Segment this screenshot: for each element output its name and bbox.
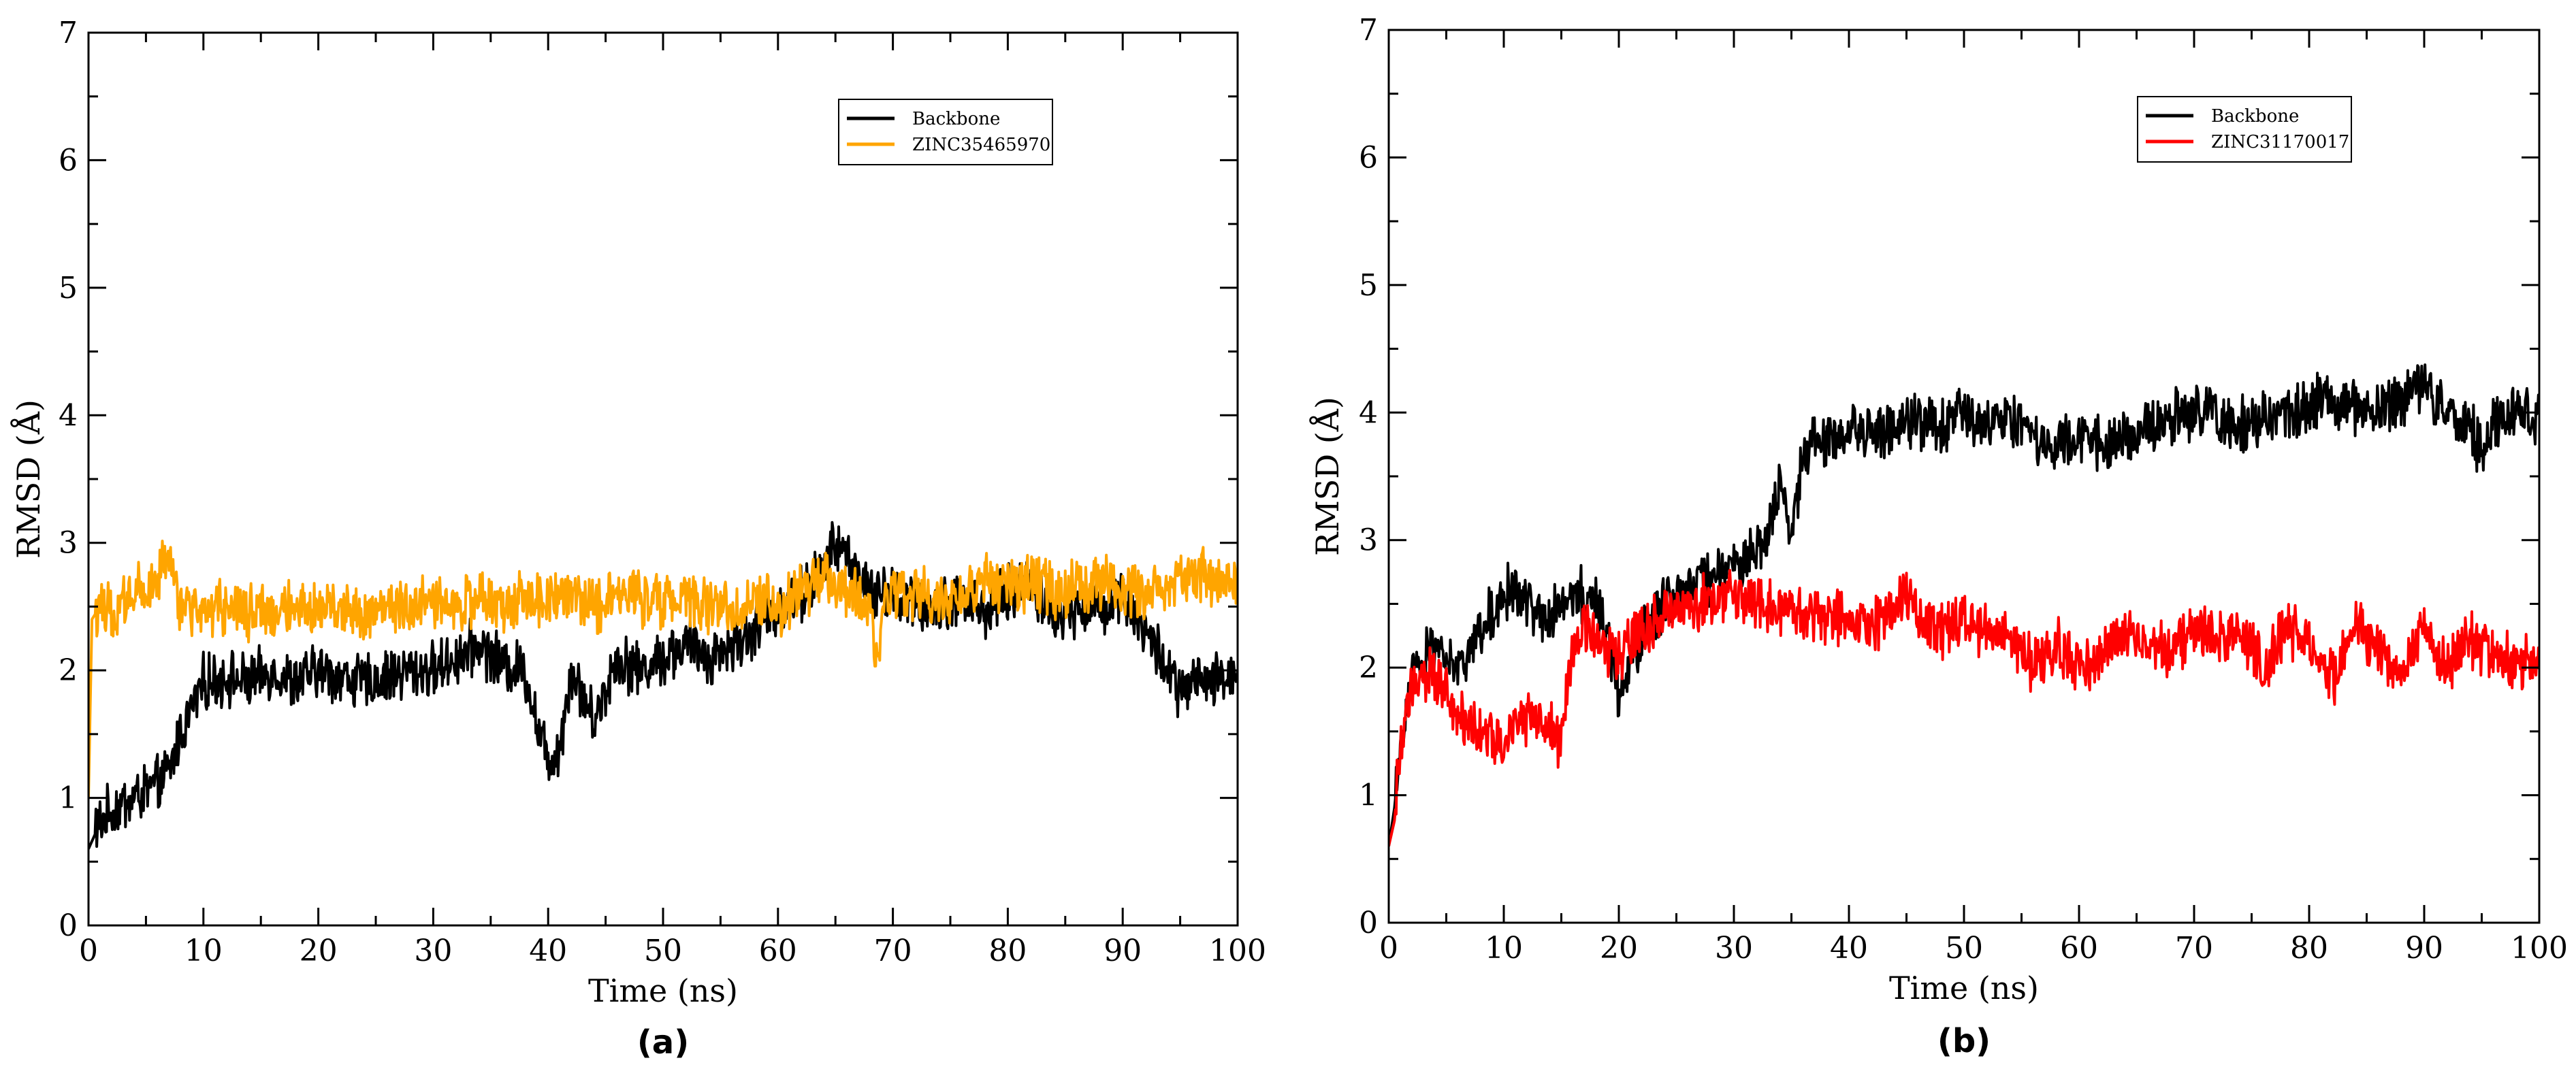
plot-frame <box>1387 29 2541 924</box>
y-axis-title: RMSD (Å) <box>10 399 47 559</box>
y-tick-label: 4 <box>1359 395 1378 430</box>
y-axis-title: RMSD (Å) <box>1308 397 1346 556</box>
x-tick-label: 30 <box>414 934 452 968</box>
legend-label-backbone: Backbone <box>912 109 1000 129</box>
x-tick-label: 10 <box>184 934 223 968</box>
y-tick-label: 6 <box>1359 140 1378 175</box>
legend-label-backbone: Backbone <box>2211 106 2299 127</box>
y-tick-label: 4 <box>59 398 78 433</box>
legend-box <box>838 99 1053 165</box>
y-tick-label: 6 <box>59 143 78 178</box>
x-tick-label: 100 <box>1209 934 1266 968</box>
chart-panel-b: 0 10 20 30 40 50 60 70 80 90 100 0 1 2 3 4 5 6 7 Time (ns) R… <box>1308 13 2568 1060</box>
x-tick-label: 70 <box>2175 931 2213 966</box>
x-tick-label: 0 <box>79 934 98 968</box>
x-tick-label: 20 <box>1600 931 1638 966</box>
y-tick-label: 1 <box>1359 778 1378 813</box>
y-tick-label: 7 <box>59 16 78 50</box>
legend: Backbone ZINC31170017 <box>2137 96 2352 163</box>
x-tick-label: 0 <box>1379 931 1398 966</box>
x-tick-label: 90 <box>1104 934 1142 968</box>
x-tick-label: 10 <box>1485 931 1523 966</box>
x-tick-label: 60 <box>2060 931 2098 966</box>
x-tick-label: 40 <box>529 934 567 968</box>
x-tick-label: 90 <box>2405 931 2443 966</box>
legend-label-zinc31170017: ZINC31170017 <box>2211 132 2349 152</box>
y-tick-label: 0 <box>59 908 78 943</box>
y-tick-label: 3 <box>1359 523 1378 558</box>
y-tick-label: 0 <box>1359 906 1378 940</box>
x-tick-label: 60 <box>759 934 797 968</box>
x-axis-title: Time (ns) <box>588 972 738 1009</box>
x-tick-label: 40 <box>1830 931 1868 966</box>
series-line-zinc35465970 <box>88 540 1238 798</box>
y-tick-label: 5 <box>1359 268 1378 303</box>
legend-label-zinc35465970: ZINC35465970 <box>912 135 1050 155</box>
chart-panel-a: 0 10 20 30 40 50 60 70 80 90 100 0 1 2 3 4 5 6 7 Time (ns) R… <box>10 16 1266 1062</box>
y-tick-label: 1 <box>59 781 78 816</box>
x-tick-label: 20 <box>300 934 338 968</box>
x-axis-title: Time (ns) <box>1889 970 2039 1006</box>
x-tick-label: 80 <box>2290 931 2328 966</box>
panel-label: (a) <box>637 1023 689 1062</box>
x-tick-label: 50 <box>644 934 682 968</box>
y-tick-label: 7 <box>1359 13 1378 48</box>
x-tick-label: 100 <box>2511 931 2568 966</box>
y-tick-label: 5 <box>59 271 78 306</box>
x-tick-label: 70 <box>874 934 912 968</box>
x-tick-label: 30 <box>1715 931 1753 966</box>
legend: Backbone ZINC35465970 <box>838 99 1053 165</box>
y-tick-label: 3 <box>59 526 78 561</box>
panel-label: (b) <box>1937 1022 1991 1060</box>
series-line-backbone <box>1389 363 2539 846</box>
series-line-zinc31170017 <box>1389 569 2539 846</box>
plot-frame <box>87 31 1239 927</box>
y-tick-label: 2 <box>1359 651 1378 685</box>
x-tick-label: 80 <box>988 934 1027 968</box>
y-tick-label: 2 <box>59 653 78 688</box>
legend-box <box>2137 96 2352 163</box>
x-tick-label: 50 <box>1945 931 1983 966</box>
